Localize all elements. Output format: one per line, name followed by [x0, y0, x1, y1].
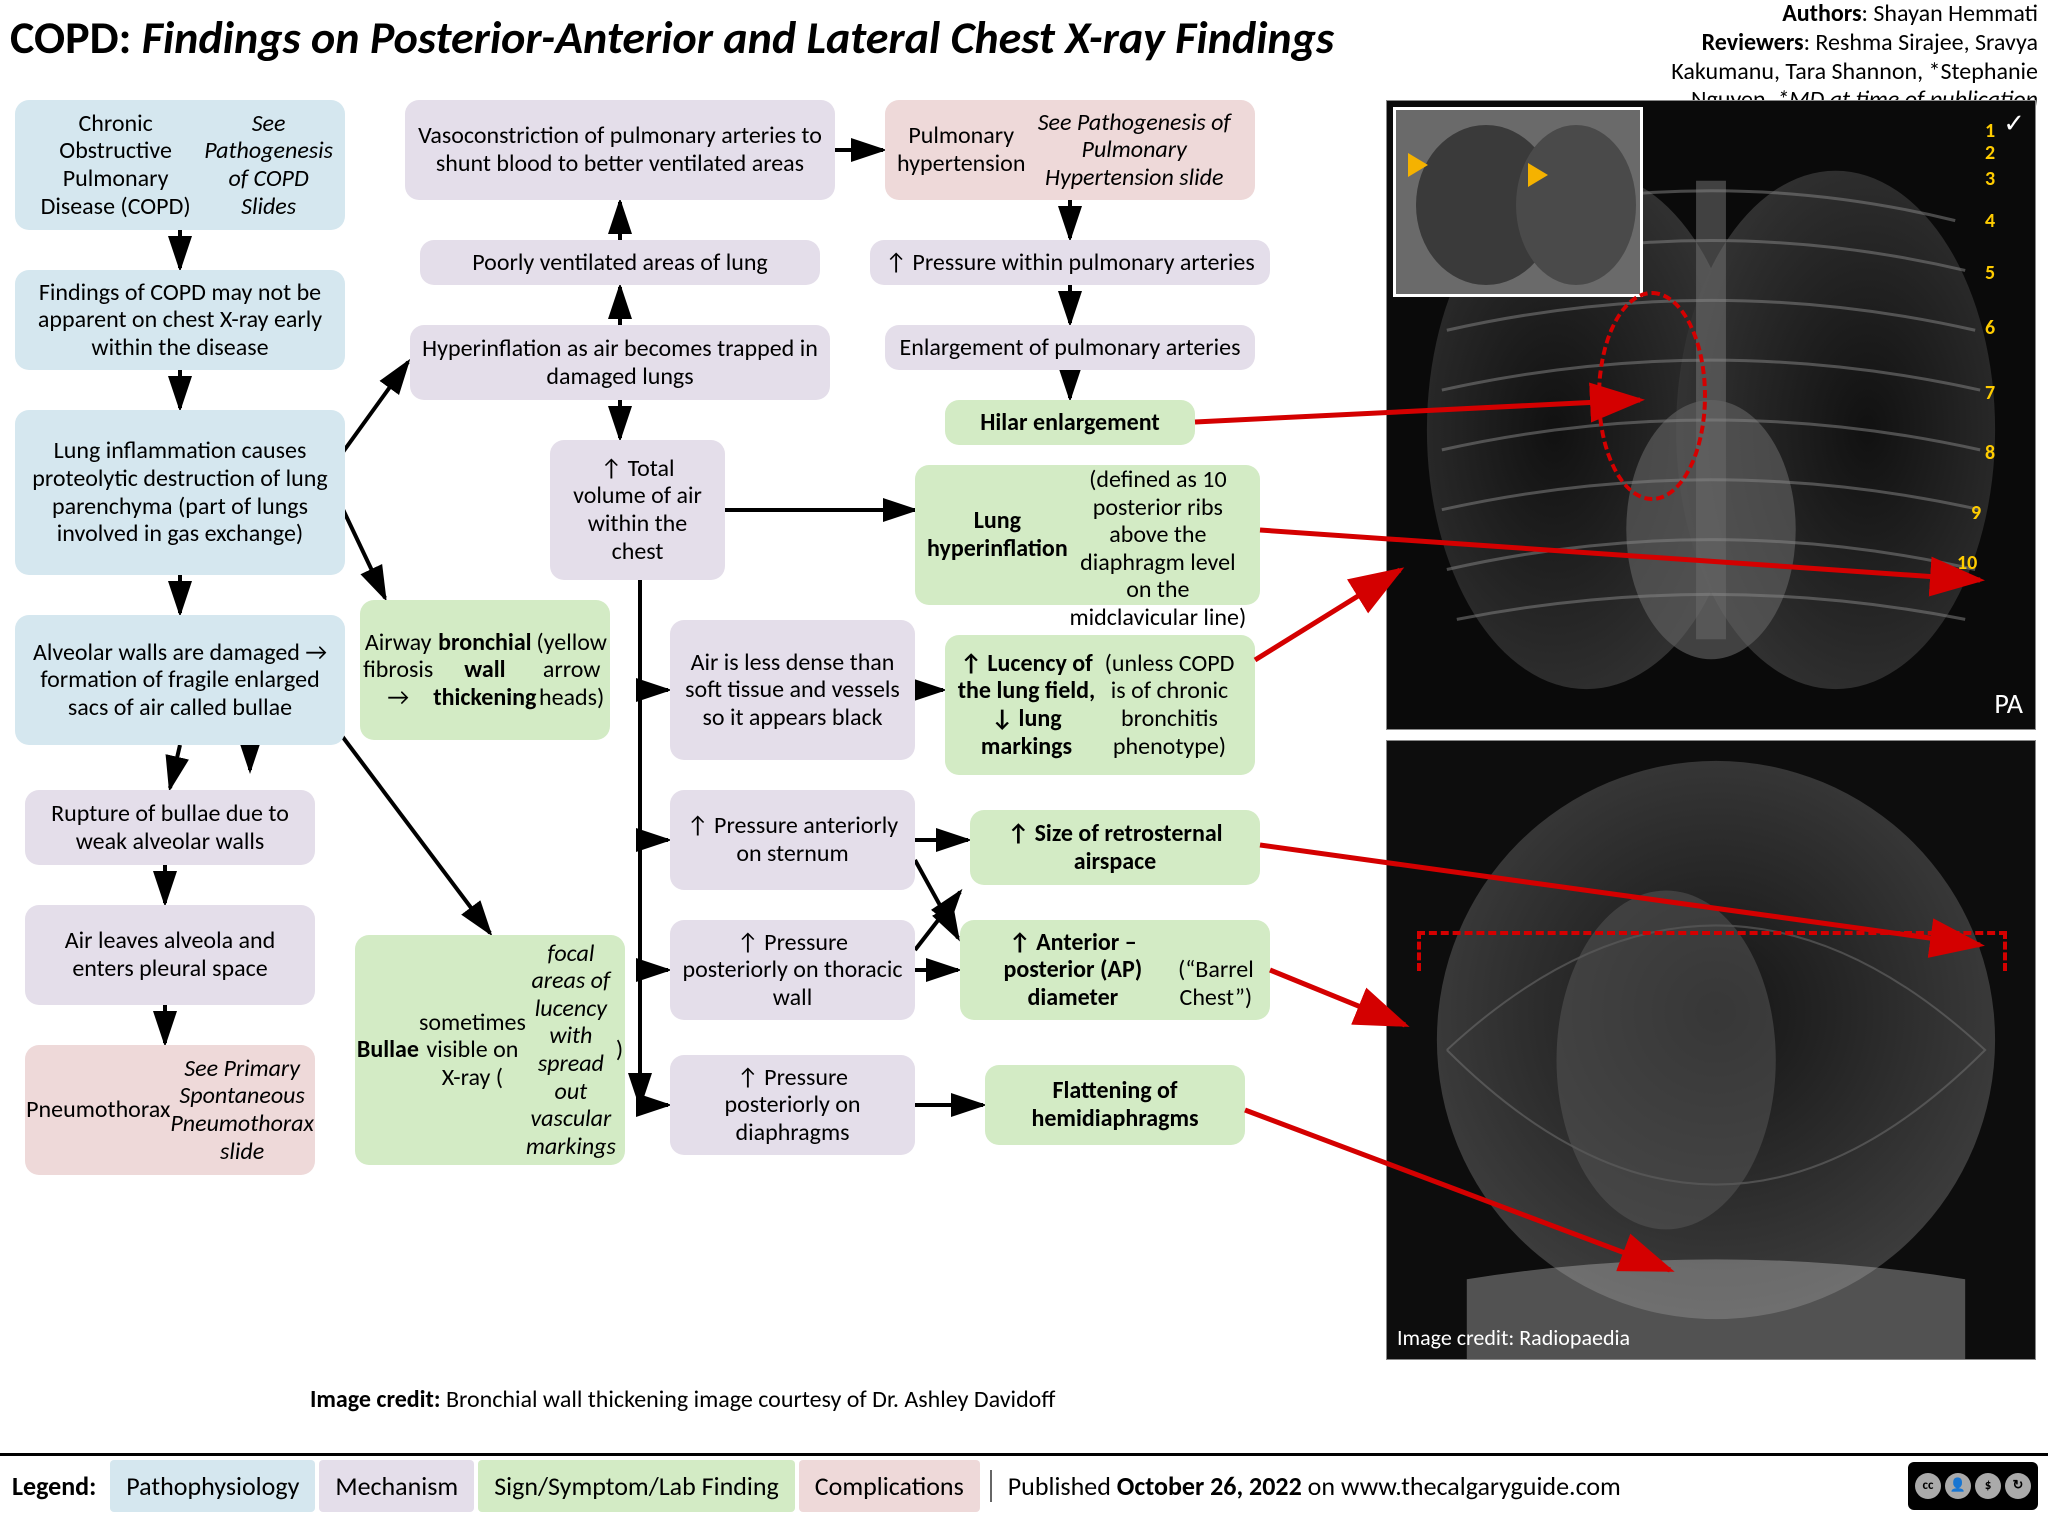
xray-pa-image: ✓ 123 4 5 6 7 8 9 10 PA: [1386, 100, 2036, 730]
node-n20: Enlargement of pulmonary arteries: [885, 325, 1255, 370]
yellow-arrowhead-icon: [1408, 153, 1428, 177]
node-n4: Alveolar walls are damaged → formation o…: [15, 615, 345, 745]
legend-patho: Pathophysiology: [110, 1460, 315, 1512]
node-n18: Pulmonary hypertensionSee Pathogenesis o…: [885, 100, 1255, 200]
node-n9: Bullae sometimes visible on X-ray (focal…: [355, 935, 625, 1165]
node-n26: Flattening of hemidiaphragms: [985, 1065, 1245, 1145]
published-text: Published October 26, 2022 on www.thecal…: [990, 1470, 1908, 1502]
sa-badge: ↻: [2005, 1473, 2031, 1499]
legend-mech: Mechanism: [319, 1460, 474, 1512]
cc-license-icon: cc 👤 $ ↻: [1908, 1462, 2038, 1510]
xray-lateral-image: Image credit: Radiopaedia: [1386, 740, 2036, 1360]
rib-number: 7: [1985, 381, 1995, 405]
rib-number: 6: [1985, 316, 1995, 340]
cc-badge: cc: [1915, 1473, 1941, 1499]
rib-number: 3: [1985, 167, 1995, 191]
rib-number: 9: [1971, 501, 1981, 525]
node-n22: Lung hyperinflation(defined as 10 poster…: [915, 465, 1260, 605]
rib-number: 2: [1985, 141, 1995, 165]
image-credit-text: Bronchial wall thickening image courtesy…: [446, 1385, 1055, 1414]
flowchart-canvas: Chronic Obstructive Pulmonary Disease (C…: [0, 90, 1370, 1410]
hilar-annotation-circle: [1597, 291, 1707, 501]
title-main: Findings on Posterior-Anterior and Later…: [142, 10, 1334, 66]
legend-sign: Sign/Symptom/Lab Finding: [478, 1460, 795, 1512]
xray-inset: [1393, 107, 1643, 297]
inset-svg: [1396, 110, 1640, 294]
xray-credit: Image credit: Radiopaedia: [1397, 1324, 1630, 1351]
node-n11: Poorly ventilated areas of lung: [420, 240, 820, 285]
image-credit-label: Image credit:: [310, 1385, 441, 1414]
node-n14: Air is less dense than soft tissue and v…: [670, 620, 915, 760]
xray-lat-svg: [1387, 741, 2035, 1359]
by-badge: 👤: [1945, 1473, 1971, 1499]
legend-label: Legend:: [0, 1470, 108, 1502]
node-n19: ↑ Pressure within pulmonary arteries: [870, 240, 1270, 285]
retrosternal-annotation: [1417, 931, 2007, 971]
credits-block: Authors: Shayan Hemmati Reviewers: Reshm…: [1608, 0, 2038, 115]
reviewers-label: Reviewers: [1702, 28, 1804, 57]
node-n2: Findings of COPD may not be apparent on …: [15, 270, 345, 370]
node-n25: ↑ Anterior – posterior (AP) diameter(“Ba…: [960, 920, 1270, 1020]
node-n8: Airway fibrosis → bronchial wall thicken…: [360, 600, 610, 740]
node-n15: ↑ Pressure anteriorly on sternum: [670, 790, 915, 890]
legend-comp: Complications: [799, 1460, 980, 1512]
check-icon: ✓: [2003, 107, 2025, 139]
node-n16: ↑ Pressure posteriorly on thoracic wall: [670, 920, 915, 1020]
nc-badge: $: [1975, 1473, 2001, 1499]
node-n10: Vasoconstriction of pulmonary arteries t…: [405, 100, 835, 200]
authors: : Shayan Hemmati: [1862, 0, 2038, 28]
node-n12: Hyperinflation as air becomes trapped in…: [410, 325, 830, 400]
pa-label: PA: [1994, 686, 2023, 721]
node-n7: PneumothoraxSee Primary Spontaneous Pneu…: [25, 1045, 315, 1175]
yellow-arrowhead-icon: [1528, 163, 1548, 187]
rib-number: 10: [1957, 551, 1977, 575]
node-n24: ↑ Size of retrosternal airspace: [970, 810, 1260, 885]
footer: Legend: Pathophysiology Mechanism Sign/S…: [0, 1453, 2048, 1515]
node-n6: Air leaves alveola and enters pleural sp…: [25, 905, 315, 1005]
rib-number: 1: [1985, 119, 1995, 143]
page-title: COPD: Findings on Posterior-Anterior and…: [10, 10, 1334, 66]
title-prefix: COPD:: [10, 10, 131, 66]
node-n13: ↑ Total volume of air within the chest: [550, 440, 725, 580]
image-credit-bar: Image credit: Bronchial wall thickening …: [310, 1385, 1055, 1414]
rib-number: 8: [1985, 441, 1995, 465]
node-n1: Chronic Obstructive Pulmonary Disease (C…: [15, 100, 345, 230]
node-n23: ↑ Lucency of the lung field, ↓ lung mark…: [945, 635, 1255, 775]
node-n17: ↑ Pressure posteriorly on diaphragms: [670, 1055, 915, 1155]
authors-label: Authors: [1782, 0, 1861, 28]
rib-number: 4: [1985, 209, 1995, 233]
node-n5: Rupture of bullae due to weak alveolar w…: [25, 790, 315, 865]
node-n3: Lung inflammation causes proteolytic des…: [15, 410, 345, 575]
rib-number: 5: [1985, 261, 1995, 285]
